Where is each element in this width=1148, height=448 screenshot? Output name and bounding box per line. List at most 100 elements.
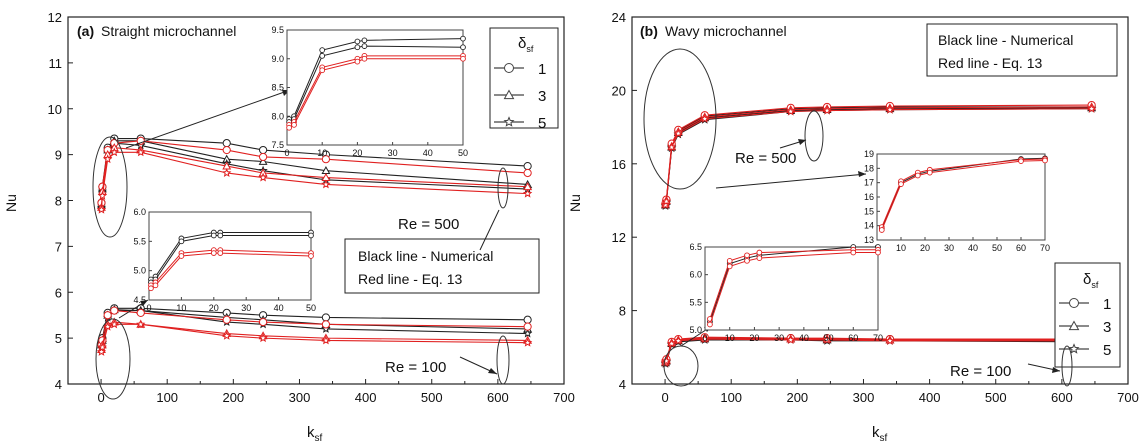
y-tick-label: 5 xyxy=(55,331,62,346)
inset-y-tick-label: 17 xyxy=(864,178,874,188)
data-point xyxy=(523,315,532,324)
inset-data-point xyxy=(460,55,466,62)
y-tick-label: 11 xyxy=(49,56,63,71)
inset-series-line xyxy=(709,252,878,325)
y-tick-label: 9 xyxy=(55,148,62,163)
inset-x-tick-label: 10 xyxy=(317,148,327,158)
inset-data-point xyxy=(210,232,217,239)
series-group-b xyxy=(660,100,1097,368)
inset-data-point xyxy=(898,181,904,187)
inset-data-point xyxy=(319,47,326,53)
y-tick-label: 7 xyxy=(55,239,62,254)
data-point xyxy=(700,113,710,123)
data-point xyxy=(321,179,331,189)
legend-marker xyxy=(504,63,514,73)
x-axis-label-b: ksf xyxy=(872,424,888,444)
inset-data-point xyxy=(850,249,857,256)
inset-y-tick-label: 5.0 xyxy=(133,266,146,276)
inset-y-tick-label: 18 xyxy=(864,163,874,173)
legend-marker xyxy=(1068,320,1080,331)
inset-re100-b: 0 10 20 30 40 50 60 70 5.0 5.5 6.0 6.5 xyxy=(689,242,883,343)
y-tick-label: 4 xyxy=(55,377,62,392)
inset-x-tick-label: 20 xyxy=(920,243,930,253)
legend-marker xyxy=(503,89,515,100)
data-point xyxy=(136,308,145,317)
data-point xyxy=(136,319,146,329)
marker-ellipse-re100-b xyxy=(1061,345,1073,387)
inset-data-point xyxy=(875,249,881,256)
data-point xyxy=(522,188,533,198)
inset-y-tick-label: 16 xyxy=(864,192,874,202)
data-point xyxy=(258,152,268,162)
data-point xyxy=(258,317,268,327)
inset-series-line xyxy=(881,157,1046,229)
marker-ellipse-re500-a xyxy=(497,167,509,209)
inset-y-tick-label: 8.5 xyxy=(271,83,284,93)
inset-series-line xyxy=(881,158,1046,228)
inset-x-tick-label: 10 xyxy=(896,243,906,253)
x-tick-label: 500 xyxy=(985,390,1007,405)
data-point xyxy=(321,335,331,345)
inset-data-point xyxy=(308,232,314,239)
data-point xyxy=(97,191,108,200)
x-tick-label: 300 xyxy=(289,390,311,405)
legend-label: 5 xyxy=(538,115,546,132)
inset-y-tick-label: 6.0 xyxy=(133,207,146,217)
inset-data-point xyxy=(178,238,185,245)
inset-y-tick-label: 15 xyxy=(864,206,874,216)
inset-x-tick-label: 50 xyxy=(458,148,468,158)
legend-label: 5 xyxy=(1103,342,1111,359)
inset-y-tick-label: 9.5 xyxy=(271,25,284,35)
inset-data-point xyxy=(726,263,733,270)
legend-marker xyxy=(1068,343,1080,354)
x-tick-label: 0 xyxy=(661,390,668,405)
inset-re100-a: 0 10 20 30 40 50 4.5 5.0 5.5 6.0 xyxy=(133,207,316,313)
textbox-line2-b: Red line - Eq. 13 xyxy=(938,55,1042,71)
series-line xyxy=(100,151,528,210)
data-point xyxy=(321,155,331,164)
inset-data-point xyxy=(217,250,224,256)
zoom-arrowhead-re100-a xyxy=(140,300,148,306)
inset-data-point xyxy=(286,124,292,131)
x-tick-label: 700 xyxy=(1117,390,1139,405)
x-tick-label: 200 xyxy=(786,390,808,405)
inset-x-tick-label: 70 xyxy=(873,333,883,343)
chart-title-a: Straight microchannel xyxy=(101,23,236,39)
legend-box-b xyxy=(1054,262,1121,368)
inset-x-tick-label: 40 xyxy=(423,148,433,158)
data-point xyxy=(786,106,796,116)
data-point xyxy=(222,168,232,177)
inset-data-point xyxy=(878,227,885,233)
inset-data-point xyxy=(361,55,368,62)
y-tick-label: 10 xyxy=(48,102,62,117)
x-axis-label-a: ksf xyxy=(307,424,323,444)
zoom-arrow-re500-b xyxy=(715,173,867,189)
data-point xyxy=(321,324,331,333)
inset-data-point xyxy=(178,253,185,259)
data-point xyxy=(522,337,533,347)
inset-y-tick-label: 4.5 xyxy=(133,295,146,305)
data-point xyxy=(96,346,107,356)
data-point xyxy=(661,196,672,206)
inset-x-tick-label: 60 xyxy=(1016,243,1026,253)
data-point xyxy=(667,142,677,152)
data-point xyxy=(97,342,108,352)
y-tick-label: 4 xyxy=(619,377,626,392)
zoom-arrowhead-re500-b xyxy=(858,171,866,177)
chart-title-b: Wavy microchannel xyxy=(665,23,787,39)
data-point xyxy=(109,147,119,157)
data-point xyxy=(822,105,832,115)
x-tick-label: 400 xyxy=(919,390,941,405)
inset-data-point xyxy=(460,35,466,42)
data-point xyxy=(822,335,832,344)
plot-frame-b xyxy=(631,16,1129,385)
data-point xyxy=(673,335,683,345)
y-axis-label-b: Nu xyxy=(567,194,583,212)
inset-y-tick-label: 6.5 xyxy=(689,242,702,252)
data-point xyxy=(103,311,112,320)
y-tick-label: 20 xyxy=(612,83,626,98)
x-tick-label: 700 xyxy=(553,390,575,405)
